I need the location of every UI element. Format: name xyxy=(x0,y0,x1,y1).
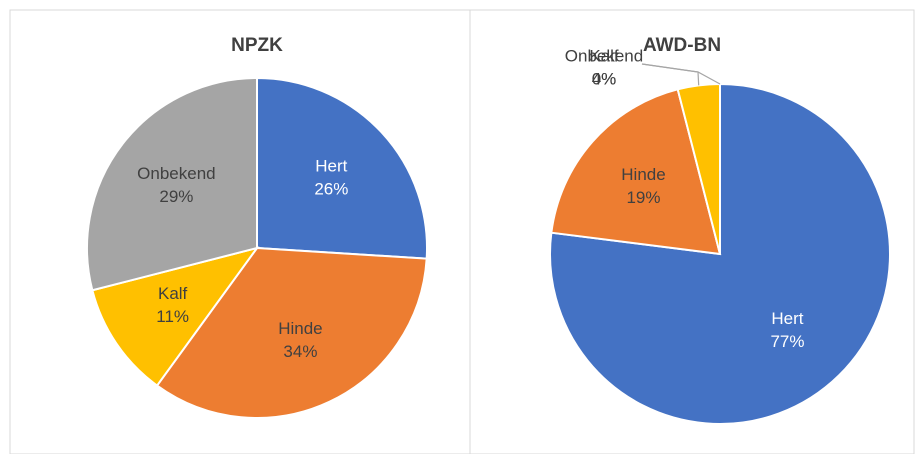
pie-slice xyxy=(91,246,260,387)
data-label-value: 0% xyxy=(592,69,617,88)
data-label-value: 34% xyxy=(283,342,317,361)
pie-slice xyxy=(549,82,891,425)
data-label-value: 26% xyxy=(314,180,348,199)
data-label-category: Kalf xyxy=(158,284,188,303)
data-label-value: 77% xyxy=(770,332,804,351)
leader-line xyxy=(641,63,721,85)
chart-title: AWD-BN xyxy=(643,35,721,56)
data-label-category: Onbekend xyxy=(565,46,643,65)
chart-title: NPZK xyxy=(231,35,283,56)
data-label-value: 29% xyxy=(159,187,193,206)
pie-slice xyxy=(86,76,258,292)
data-label-category: Hinde xyxy=(621,165,665,184)
data-label-value: 11% xyxy=(156,307,189,326)
data-label-category: Onbekend xyxy=(137,164,215,183)
data-label-value: 19% xyxy=(626,188,660,207)
pie-slice xyxy=(155,246,428,419)
data-label-category: Kalf xyxy=(589,46,619,65)
pie-slice xyxy=(256,76,428,260)
data-label-category: Hert xyxy=(771,309,803,328)
pie-slice xyxy=(550,88,722,256)
data-label-category: Hinde xyxy=(278,319,322,338)
data-label-category: Hert xyxy=(315,157,347,176)
data-label-value: 4% xyxy=(592,69,617,88)
